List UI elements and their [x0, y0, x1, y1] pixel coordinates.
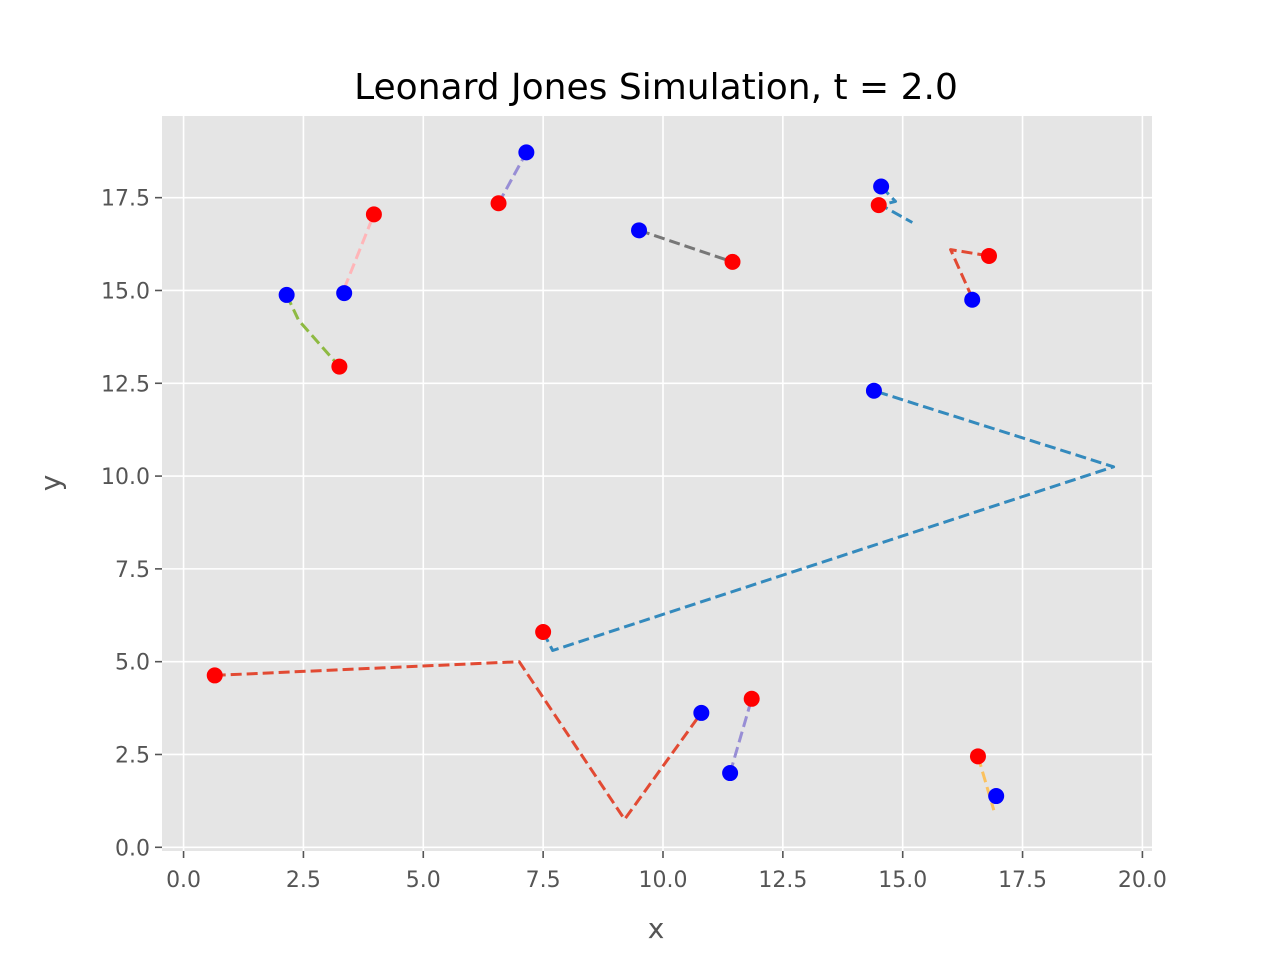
y-tick-label: 5.0	[115, 651, 150, 676]
trajectory-line	[879, 185, 914, 224]
trajectory-line	[214, 660, 703, 821]
x-tick-label: 15.0	[878, 868, 927, 893]
y-tick-label: 7.5	[115, 558, 150, 583]
trajectories	[214, 151, 1116, 821]
grid	[162, 116, 1152, 851]
y-tick-label: 15.0	[101, 279, 150, 304]
red-point	[365, 206, 382, 223]
red-point	[969, 748, 986, 765]
x-tick-label: 0.0	[166, 868, 201, 893]
red-point	[980, 247, 997, 264]
trajectory-line	[949, 248, 990, 299]
x-tick-label: 5.0	[406, 868, 441, 893]
y-axis-label: y	[34, 475, 67, 492]
chart-title: Leonard Jones Simulation, t = 2.0	[354, 67, 958, 108]
x-tick-label: 2.5	[286, 868, 321, 893]
y-tick-label: 17.5	[101, 187, 150, 212]
blue-point	[518, 144, 535, 161]
y-tick-label: 12.5	[101, 372, 150, 397]
blue-point	[336, 285, 353, 302]
trajectory-line	[728, 698, 754, 774]
trajectory-line	[541, 389, 1116, 652]
trajectory-line	[342, 213, 376, 290]
red-point	[331, 358, 348, 375]
y-axis: 0.0 2.5 5.0 7.5 10.0 12.5 15.0 17.5	[101, 187, 162, 861]
plot-area	[162, 116, 1152, 851]
x-tick-label: 7.5	[526, 868, 561, 893]
red-point	[724, 253, 741, 270]
x-axis-label: x	[648, 912, 665, 945]
red-point	[490, 195, 507, 212]
blue-point	[865, 382, 882, 399]
trajectory-line	[638, 228, 733, 264]
blue-point	[693, 704, 710, 721]
blue-point	[873, 178, 890, 195]
points	[206, 144, 1005, 805]
y-tick-label: 2.5	[115, 743, 150, 768]
x-tick-label: 10.0	[639, 868, 688, 893]
red-point	[535, 623, 552, 640]
blue-point	[631, 222, 648, 239]
x-tick-label: 17.5	[998, 868, 1047, 893]
blue-point	[722, 765, 739, 782]
x-tick-label: 20.0	[1118, 868, 1167, 893]
blue-point	[988, 788, 1005, 805]
x-axis: 0.0 2.5 5.0 7.5 10.0 12.5 15.0 17.5 20.0	[166, 851, 1167, 893]
y-tick-label: 0.0	[115, 836, 150, 861]
blue-point	[964, 291, 981, 308]
trajectory-line	[976, 755, 996, 811]
blue-point	[278, 286, 295, 303]
red-point	[743, 690, 760, 707]
x-tick-label: 12.5	[758, 868, 807, 893]
red-point	[206, 667, 223, 684]
trajectory-line	[497, 151, 528, 204]
red-point	[870, 197, 887, 214]
trajectory-line	[285, 294, 341, 368]
y-tick-label: 10.0	[101, 465, 150, 490]
